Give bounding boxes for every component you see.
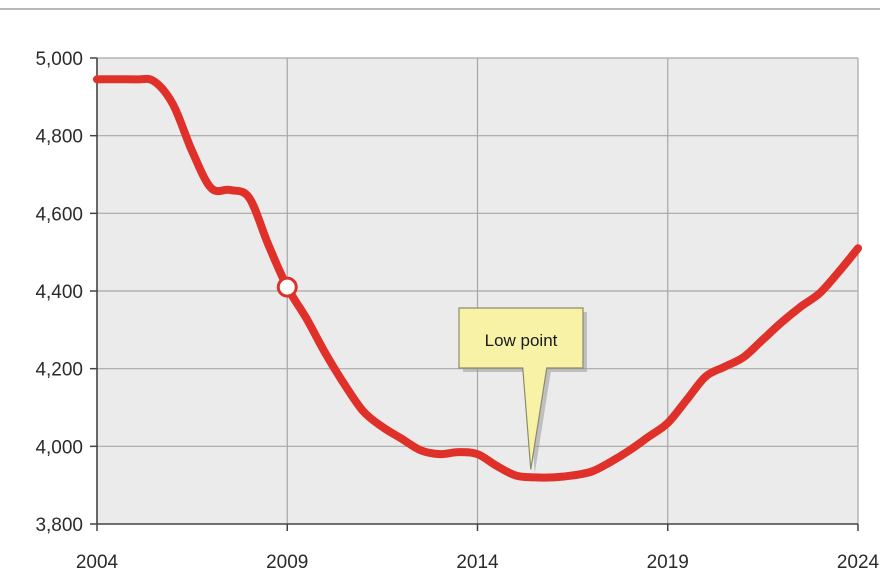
top-divider (0, 8, 880, 10)
y-tick-label: 4,800 (35, 127, 83, 148)
x-tick-label: 2019 (647, 552, 689, 573)
highlight-point-marker (276, 276, 298, 298)
annotation-label: Low point (485, 331, 558, 350)
axes (90, 57, 859, 531)
callout-layer: Low point (458, 307, 587, 474)
y-tick-label: 4,400 (35, 282, 83, 303)
x-tick-labels: 2004 2009 2014 2019 2024 (76, 552, 880, 573)
y-tick-label: 3,800 (35, 515, 83, 536)
y-tick-labels: 3,800 4,000 4,200 4,400 4,600 4,800 5,000 (35, 49, 83, 536)
series-line (93, 74, 862, 482)
annotation-callout (458, 307, 584, 470)
marker-layer (276, 276, 298, 298)
y-tick-label: 4,600 (35, 204, 83, 225)
x-tick-label: 2014 (456, 552, 499, 573)
y-tick-label: 4,000 (35, 437, 83, 458)
x-tick-label: 2024 (837, 552, 880, 573)
series-layer (93, 74, 862, 482)
x-tick-label: 2009 (266, 552, 308, 573)
x-tick-label: 2004 (76, 552, 119, 573)
y-tick-label: 5,000 (35, 49, 83, 70)
y-tick-label: 4,200 (35, 360, 83, 381)
